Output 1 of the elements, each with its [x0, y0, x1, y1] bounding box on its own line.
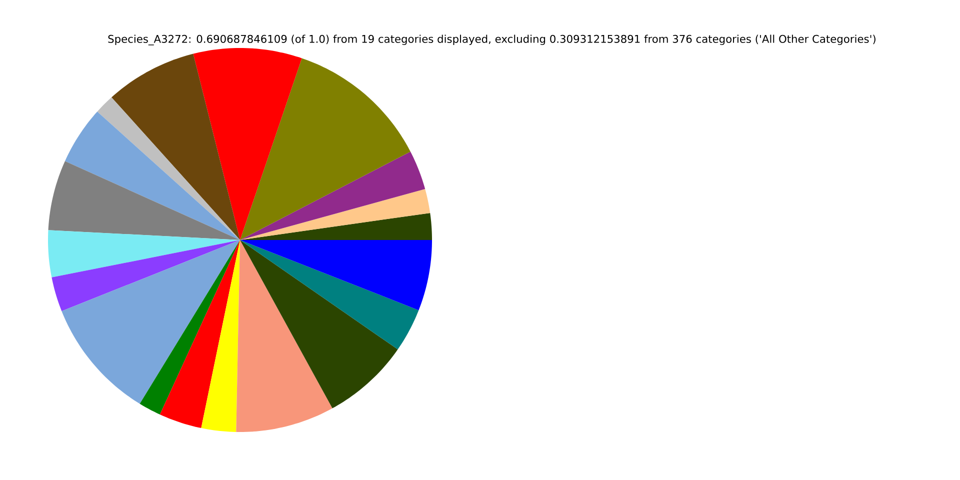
- text: Species_A3272: 0.690687846109 (of 1.0) from 19 categories displayed, excluding 0.309312153891 from 376 categories ('All Other Categories'): [108, 34, 876, 46]
